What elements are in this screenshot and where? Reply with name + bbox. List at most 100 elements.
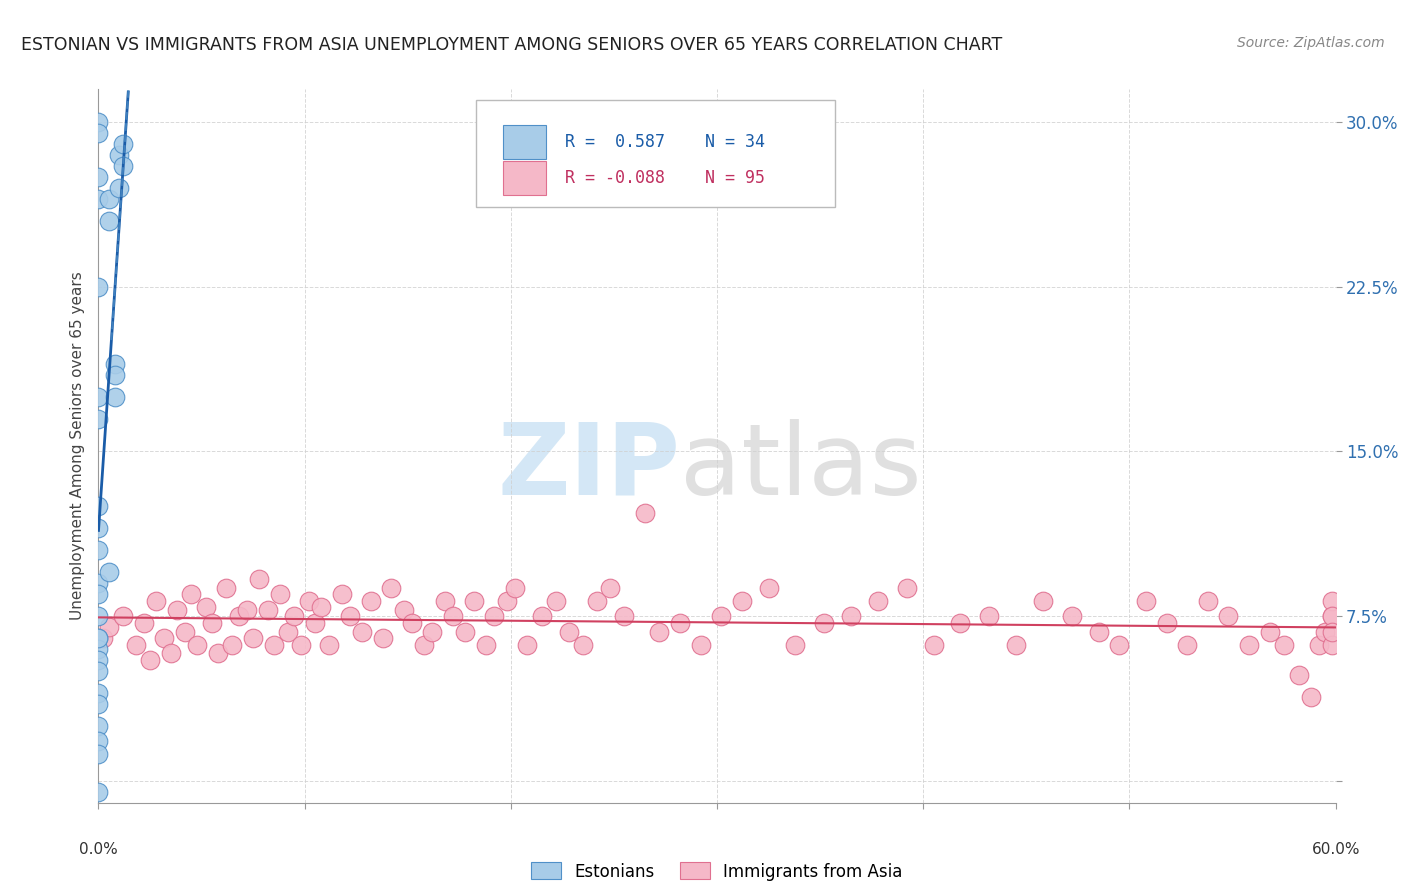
Point bbox=[352, 624, 374, 639]
Point bbox=[87, 747, 110, 762]
Point bbox=[87, 500, 110, 514]
Point bbox=[599, 581, 621, 595]
Point bbox=[97, 192, 120, 206]
Point bbox=[87, 169, 110, 184]
Text: ZIP: ZIP bbox=[498, 419, 681, 516]
Point bbox=[1156, 615, 1178, 630]
Point bbox=[277, 624, 299, 639]
Point bbox=[586, 594, 609, 608]
Point bbox=[689, 638, 711, 652]
Point bbox=[87, 587, 110, 601]
Point bbox=[309, 600, 332, 615]
Point bbox=[124, 638, 146, 652]
Point bbox=[87, 785, 110, 799]
Point bbox=[104, 390, 127, 404]
Point bbox=[242, 631, 264, 645]
Point bbox=[785, 638, 807, 652]
Point bbox=[290, 638, 312, 652]
Point bbox=[463, 594, 485, 608]
Point bbox=[201, 615, 224, 630]
Point bbox=[215, 581, 238, 595]
Text: 60.0%: 60.0% bbox=[1312, 842, 1360, 857]
Point bbox=[495, 594, 517, 608]
Bar bbox=[503, 125, 547, 159]
Point bbox=[87, 521, 110, 535]
Point bbox=[401, 615, 423, 630]
Point bbox=[380, 581, 402, 595]
Point bbox=[475, 638, 498, 652]
Point bbox=[979, 609, 1001, 624]
Point bbox=[104, 357, 127, 371]
Point bbox=[112, 609, 135, 624]
Point bbox=[304, 615, 326, 630]
Point bbox=[557, 624, 579, 639]
Point bbox=[145, 594, 167, 608]
Point bbox=[1320, 594, 1343, 608]
Point bbox=[1320, 609, 1343, 624]
Point bbox=[104, 368, 127, 382]
Point bbox=[174, 624, 197, 639]
Point bbox=[87, 609, 110, 624]
Point bbox=[360, 594, 382, 608]
Point bbox=[283, 609, 305, 624]
Point bbox=[87, 631, 110, 645]
Point bbox=[207, 647, 229, 661]
Point bbox=[546, 594, 568, 608]
Point bbox=[91, 631, 114, 645]
Point bbox=[166, 602, 188, 616]
Point bbox=[87, 686, 110, 700]
Point bbox=[1108, 638, 1130, 652]
Point bbox=[87, 115, 110, 129]
Point bbox=[454, 624, 477, 639]
Point bbox=[108, 148, 131, 162]
Point bbox=[613, 609, 636, 624]
Point bbox=[87, 734, 110, 748]
Point bbox=[97, 214, 120, 228]
Legend: Estonians, Immigrants from Asia: Estonians, Immigrants from Asia bbox=[524, 855, 910, 888]
Point bbox=[922, 638, 945, 652]
Point bbox=[634, 506, 657, 520]
Point bbox=[530, 609, 553, 624]
Point bbox=[441, 609, 464, 624]
Point bbox=[1308, 638, 1330, 652]
Point bbox=[194, 600, 217, 615]
Point bbox=[1272, 638, 1295, 652]
Point bbox=[1135, 594, 1157, 608]
Point bbox=[339, 609, 361, 624]
Point bbox=[132, 615, 155, 630]
Point bbox=[153, 631, 176, 645]
Point bbox=[263, 638, 285, 652]
Point bbox=[87, 280, 110, 294]
Point bbox=[392, 602, 415, 616]
Point bbox=[236, 602, 259, 616]
Point bbox=[1315, 624, 1337, 639]
Point bbox=[87, 543, 110, 558]
Point bbox=[1175, 638, 1198, 652]
Text: atlas: atlas bbox=[681, 419, 921, 516]
Point bbox=[87, 664, 110, 678]
Point bbox=[433, 594, 456, 608]
Point bbox=[87, 126, 110, 140]
Point bbox=[180, 587, 202, 601]
Point bbox=[896, 581, 918, 595]
Bar bbox=[503, 161, 547, 194]
Point bbox=[648, 624, 671, 639]
Text: Source: ZipAtlas.com: Source: ZipAtlas.com bbox=[1237, 36, 1385, 50]
Point bbox=[516, 638, 538, 652]
Point bbox=[87, 631, 110, 645]
Point bbox=[484, 609, 506, 624]
Point bbox=[572, 638, 595, 652]
Point bbox=[1218, 609, 1240, 624]
Point bbox=[503, 581, 526, 595]
Point bbox=[87, 192, 110, 206]
Point bbox=[1237, 638, 1260, 652]
Point bbox=[247, 572, 270, 586]
Point bbox=[228, 609, 250, 624]
Point bbox=[87, 411, 110, 425]
Point bbox=[298, 594, 321, 608]
FancyBboxPatch shape bbox=[475, 100, 835, 207]
Point bbox=[1032, 594, 1054, 608]
Point bbox=[1299, 690, 1322, 705]
Point bbox=[186, 638, 208, 652]
Point bbox=[97, 620, 120, 634]
